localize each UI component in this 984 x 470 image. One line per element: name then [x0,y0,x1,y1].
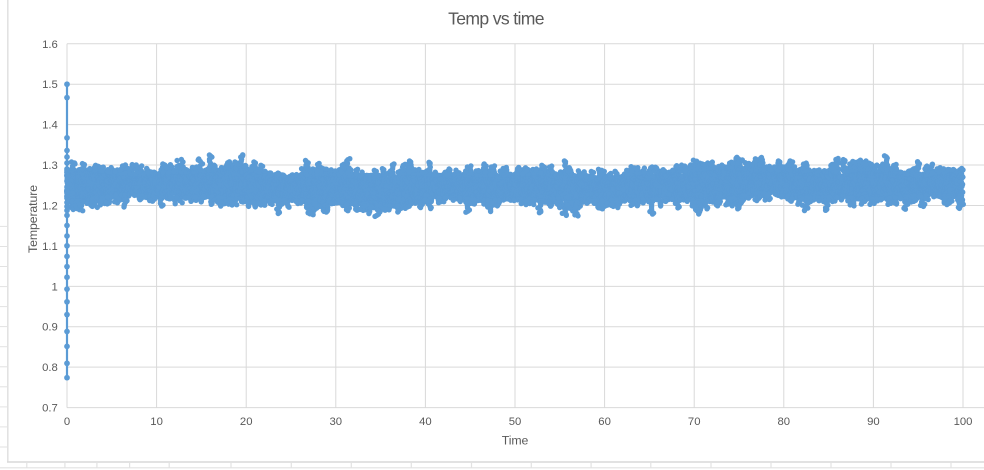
svg-text:1: 1 [52,281,58,293]
svg-text:Temp vs time: Temp vs time [448,9,544,29]
svg-text:1.5: 1.5 [42,79,58,91]
svg-text:70: 70 [688,416,701,428]
svg-text:60: 60 [598,416,611,428]
svg-text:80: 80 [778,416,791,428]
svg-text:1.6: 1.6 [42,39,58,51]
svg-text:0: 0 [64,416,70,428]
svg-text:1.4: 1.4 [42,120,58,132]
svg-text:Time: Time [502,434,529,448]
svg-text:90: 90 [867,416,880,428]
svg-text:40: 40 [419,416,432,428]
svg-text:0.9: 0.9 [42,322,58,334]
svg-text:0.7: 0.7 [42,403,58,415]
svg-text:1.3: 1.3 [42,160,58,172]
svg-text:1.1: 1.1 [42,241,58,253]
svg-text:10: 10 [150,416,163,428]
svg-text:100: 100 [954,416,973,428]
svg-text:50: 50 [509,416,522,428]
svg-text:1.2: 1.2 [42,201,58,213]
svg-text:0.8: 0.8 [42,362,58,374]
svg-text:30: 30 [330,416,343,428]
svg-text:Temperature: Temperature [26,185,40,253]
svg-text:20: 20 [240,416,253,428]
